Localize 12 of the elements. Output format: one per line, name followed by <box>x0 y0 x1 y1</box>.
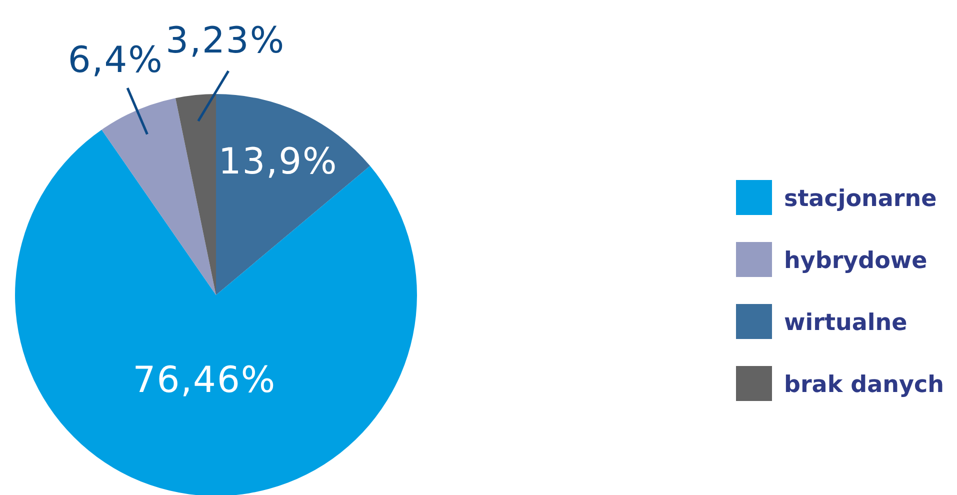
pie-slice <box>102 98 216 295</box>
data-label: 76,46% <box>132 360 276 402</box>
data-label: 6,4% <box>68 40 164 81</box>
data-label: 13,9% <box>218 142 338 183</box>
data-label: 3,23% <box>166 20 286 62</box>
legend-label: hybrydowe <box>784 248 928 274</box>
pie-slice <box>216 94 370 295</box>
pie-slice <box>175 94 216 295</box>
legend-label: brak danych <box>784 372 944 398</box>
pie-slice <box>15 130 417 495</box>
legend-label: stacjonarne <box>784 186 937 212</box>
legend-label: wirtualne <box>784 310 908 336</box>
